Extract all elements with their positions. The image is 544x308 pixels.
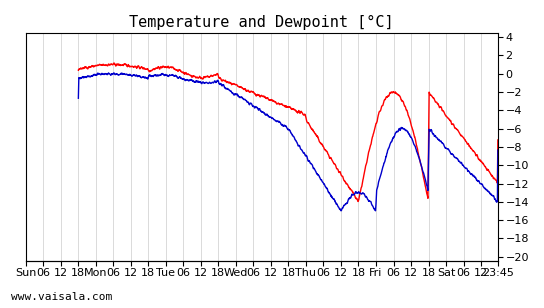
- Text: www.vaisala.com: www.vaisala.com: [11, 292, 112, 302]
- Title: Temperature and Dewpoint [°C]: Temperature and Dewpoint [°C]: [129, 15, 394, 30]
